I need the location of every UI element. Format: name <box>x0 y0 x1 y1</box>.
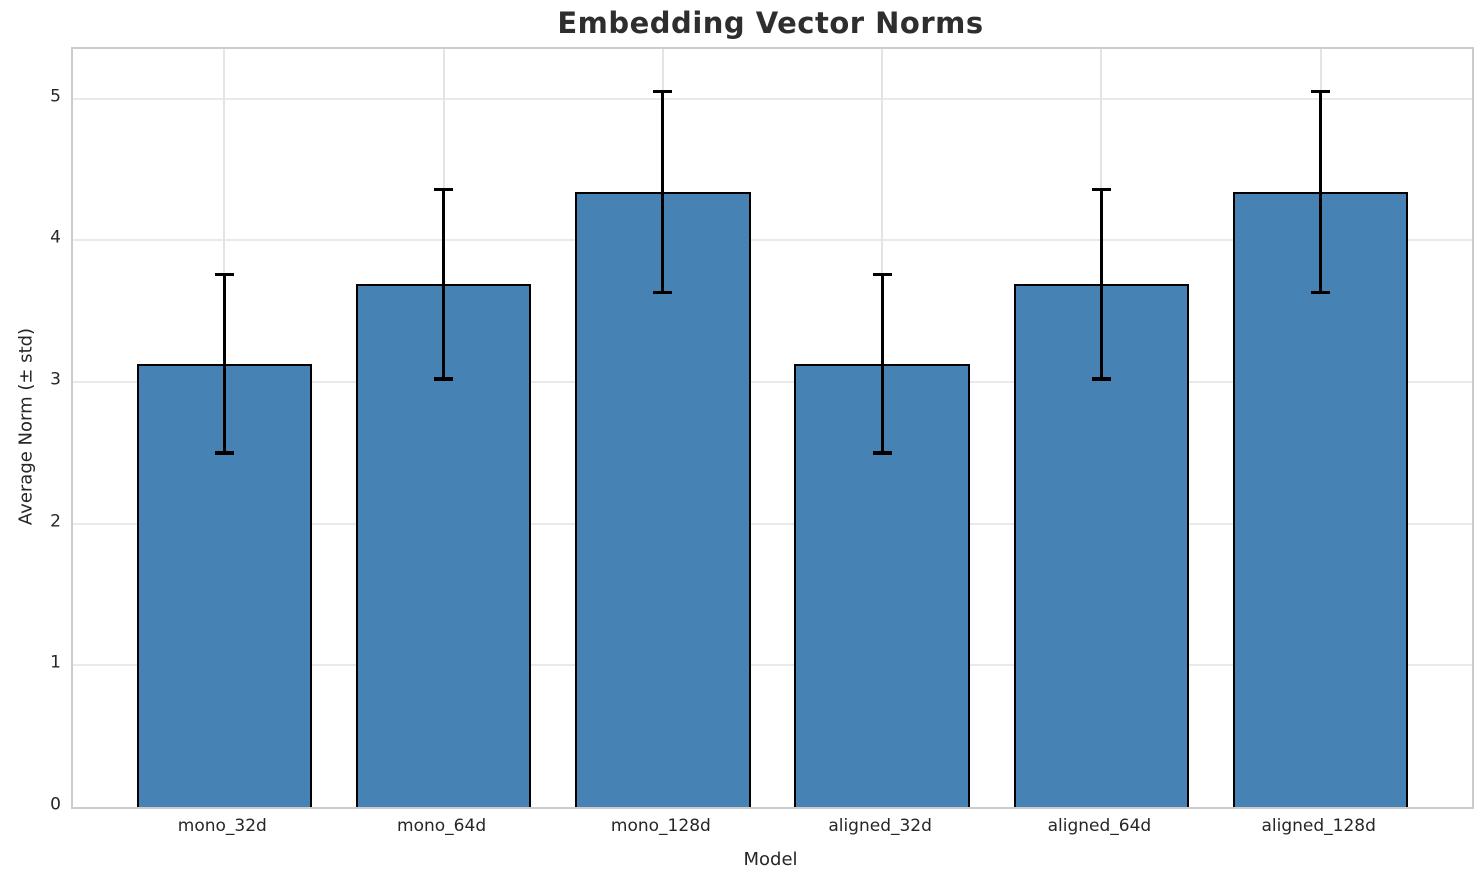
xtick-label-mono_128d: mono_128d <box>610 816 711 836</box>
xtick-label-aligned_64d: aligned_64d <box>1047 816 1152 836</box>
y-axis-label: Average Norm (± std) <box>15 327 37 526</box>
bar-aligned_128d <box>1232 192 1409 807</box>
ytick-label-3: 3 <box>50 369 61 390</box>
errorbar-cap-bottom-aligned_32d <box>872 451 892 455</box>
errorbar-aligned_128d <box>1319 91 1323 293</box>
ytick-label-5: 5 <box>50 86 61 107</box>
errorbar-cap-bottom-mono_128d <box>653 290 673 295</box>
ytick-label-1: 1 <box>50 652 61 673</box>
xtick-label-aligned_32d: aligned_32d <box>828 816 932 836</box>
errorbar-aligned_32d <box>880 274 884 453</box>
errorbar-mono_64d <box>442 189 446 380</box>
xtick-label-mono_32d: mono_32d <box>177 816 267 836</box>
plot-area <box>71 47 1474 809</box>
gridline-h-1 <box>73 664 1472 667</box>
ytick-label-2: 2 <box>50 511 61 532</box>
gridline-h-4 <box>73 239 1472 242</box>
xtick-label-mono_64d: mono_64d <box>397 816 487 836</box>
errorbar-mono_32d <box>222 274 226 453</box>
errorbar-cap-bottom-aligned_64d <box>1091 377 1111 381</box>
errorbar-cap-bottom-aligned_128d <box>1311 290 1331 295</box>
errorbar-cap-top-mono_32d <box>214 272 234 277</box>
xtick-label-aligned_128d: aligned_128d <box>1261 816 1376 836</box>
errorbar-cap-top-mono_128d <box>653 89 673 94</box>
errorbar-cap-bottom-mono_64d <box>434 377 454 381</box>
chart-title: Embedding Vector Norms <box>557 6 984 40</box>
errorbar-cap-top-aligned_64d <box>1091 187 1111 191</box>
bar-mono_128d <box>575 192 751 807</box>
gridline-h-5 <box>73 97 1472 100</box>
errorbar-cap-bottom-mono_32d <box>214 451 234 455</box>
gridline-h-3 <box>73 380 1472 383</box>
x-axis-label: Model <box>743 849 798 870</box>
gridline-h-2 <box>73 522 1472 525</box>
errorbar-aligned_64d <box>1099 189 1103 380</box>
errorbar-cap-top-aligned_128d <box>1311 89 1331 94</box>
errorbar-mono_128d <box>661 91 665 293</box>
ytick-label-0: 0 <box>50 794 61 815</box>
errorbar-cap-top-mono_64d <box>434 187 454 191</box>
ytick-label-4: 4 <box>50 227 61 248</box>
errorbar-cap-top-aligned_32d <box>872 272 892 277</box>
